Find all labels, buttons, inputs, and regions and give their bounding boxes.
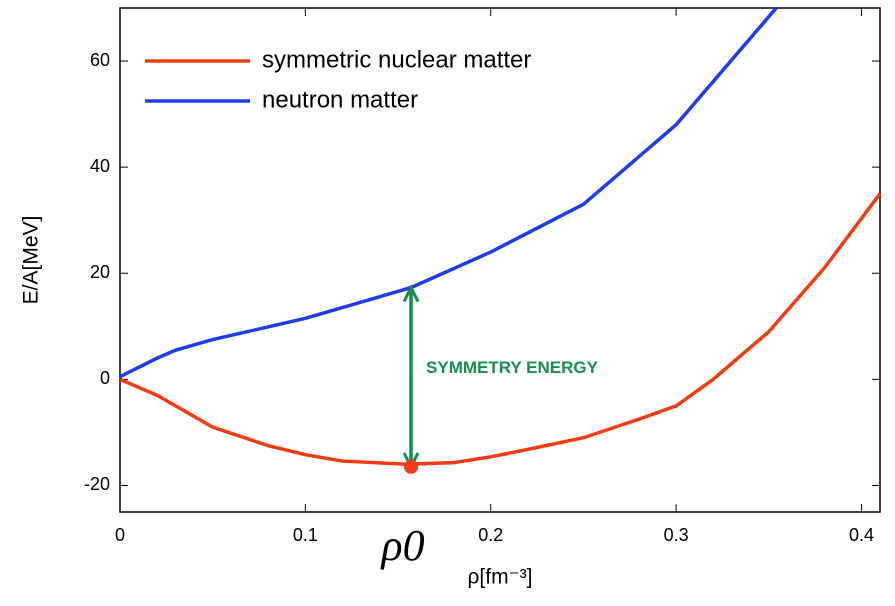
series-line bbox=[119, 192, 882, 467]
plot-frame bbox=[119, 7, 881, 513]
series-line bbox=[119, 6, 778, 379]
x-axis-label: ρ[fm⁻³] bbox=[467, 566, 532, 589]
x-tick-label: 0.4 bbox=[849, 525, 874, 545]
x-tick-label: 0.3 bbox=[664, 525, 689, 545]
y-tick-label: 0 bbox=[100, 368, 110, 388]
y-axis-label: E/A[MeV] bbox=[20, 216, 43, 305]
y-tick-label: 40 bbox=[90, 156, 110, 176]
x-tick-label: 0.2 bbox=[478, 525, 503, 545]
arrow-head bbox=[402, 284, 420, 303]
annotation: SYMMETRY ENERGY bbox=[426, 358, 599, 377]
legend-label: neutron matter bbox=[262, 86, 418, 113]
legend-label: symmetric nuclear matter bbox=[262, 46, 531, 73]
point-marker bbox=[404, 459, 419, 474]
y-tick-label: 60 bbox=[90, 50, 110, 70]
y-tick-label: 20 bbox=[90, 262, 110, 282]
rho0-label: ρ0 bbox=[379, 521, 424, 570]
x-tick-label: 0.1 bbox=[293, 525, 318, 545]
x-tick-label: 0 bbox=[115, 525, 125, 545]
y-tick-label: -20 bbox=[84, 474, 110, 494]
